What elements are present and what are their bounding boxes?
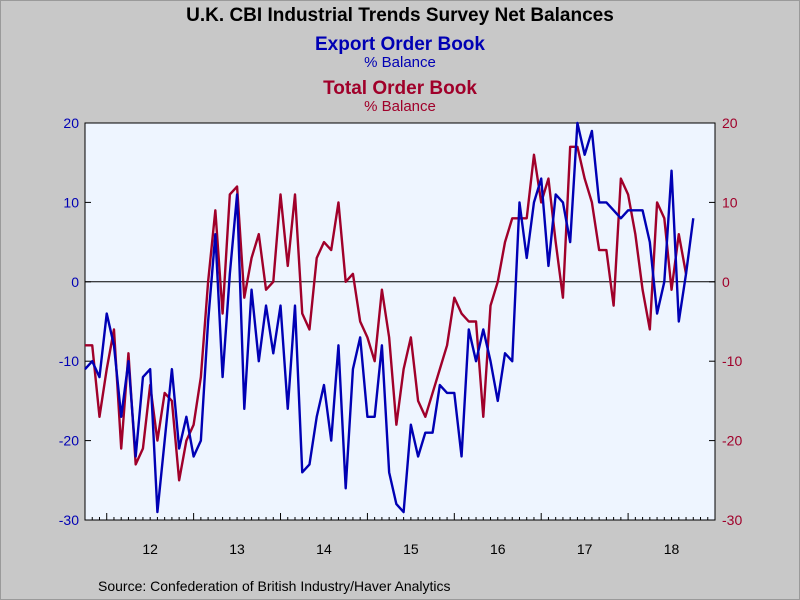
export-series-unit: % Balance: [364, 54, 436, 71]
plot-area: [84, 122, 716, 521]
left-tick-label: -30: [59, 512, 79, 528]
left-tick-label: 10: [63, 194, 79, 210]
chart-title: U.K. CBI Industrial Trends Survey Net Ba…: [186, 5, 614, 26]
right-tick-label: -10: [722, 353, 742, 369]
total-order-book-line: [85, 145, 688, 482]
x-tick-label: 17: [577, 541, 593, 557]
export-series-title: Export Order Book: [315, 34, 485, 55]
left-tick-label: 20: [63, 115, 79, 131]
right-tick-label: 10: [722, 194, 738, 210]
total-series-unit: % Balance: [364, 98, 436, 115]
left-tick-label: 0: [71, 274, 79, 290]
x-tick-label: 14: [316, 541, 332, 557]
source-note: Source: Confederation of British Industr…: [98, 578, 451, 594]
left-tick-label: -10: [59, 353, 79, 369]
x-tick-label: 13: [229, 541, 245, 557]
total-series-title: Total Order Book: [323, 78, 477, 99]
x-tick-label: 12: [142, 541, 158, 557]
left-tick-label: -20: [59, 433, 79, 449]
x-tick-label: 16: [490, 541, 506, 557]
right-tick-label: 0: [722, 274, 730, 290]
x-tick-label: 15: [403, 541, 419, 557]
right-tick-label: -30: [722, 512, 742, 528]
right-tick-label: -20: [722, 433, 742, 449]
x-tick-label: 18: [664, 541, 680, 557]
right-tick-label: 20: [722, 115, 738, 131]
export-order-book-line: [84, 121, 695, 514]
